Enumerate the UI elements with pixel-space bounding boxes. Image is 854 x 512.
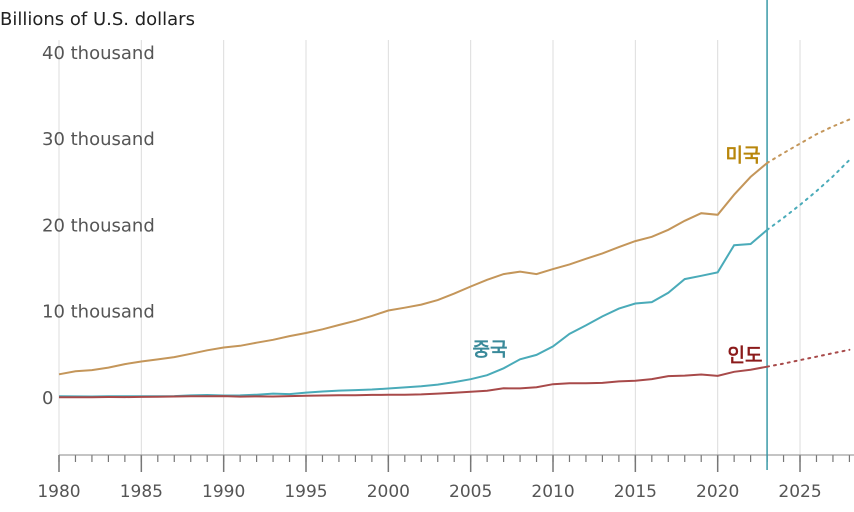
- series-label: 중국: [473, 339, 508, 361]
- x-tick-label: 1985: [120, 482, 163, 502]
- x-tick-label: 2005: [449, 482, 492, 502]
- series-line: [58, 229, 768, 398]
- y-tick-label: 10 thousand: [42, 302, 155, 323]
- series-line: [58, 365, 768, 399]
- forecast-line: [766, 348, 851, 368]
- series-label: 인도: [728, 345, 763, 367]
- forecast-line: [766, 159, 851, 231]
- forecast-line: [766, 118, 851, 164]
- x-tick-label: 1990: [202, 482, 245, 502]
- x-tick-label: 1980: [37, 482, 80, 502]
- y-axis-label: Billions of U.S. dollars: [0, 9, 195, 30]
- x-tick-label: 2020: [696, 482, 739, 502]
- series-line: [58, 162, 768, 376]
- x-tick-label: 2025: [778, 482, 821, 502]
- y-tick-label: 20 thousand: [42, 215, 155, 236]
- x-tick-label: 2010: [531, 482, 574, 502]
- y-tick-label: 30 thousand: [42, 129, 155, 150]
- y-tick-label: 0: [42, 388, 53, 409]
- x-tick-label: 2015: [614, 482, 657, 502]
- x-tick-label: 2000: [367, 482, 410, 502]
- series-label: 미국: [726, 145, 761, 167]
- y-tick-label: 40 thousand: [42, 43, 155, 64]
- x-tick-label: 1995: [284, 482, 327, 502]
